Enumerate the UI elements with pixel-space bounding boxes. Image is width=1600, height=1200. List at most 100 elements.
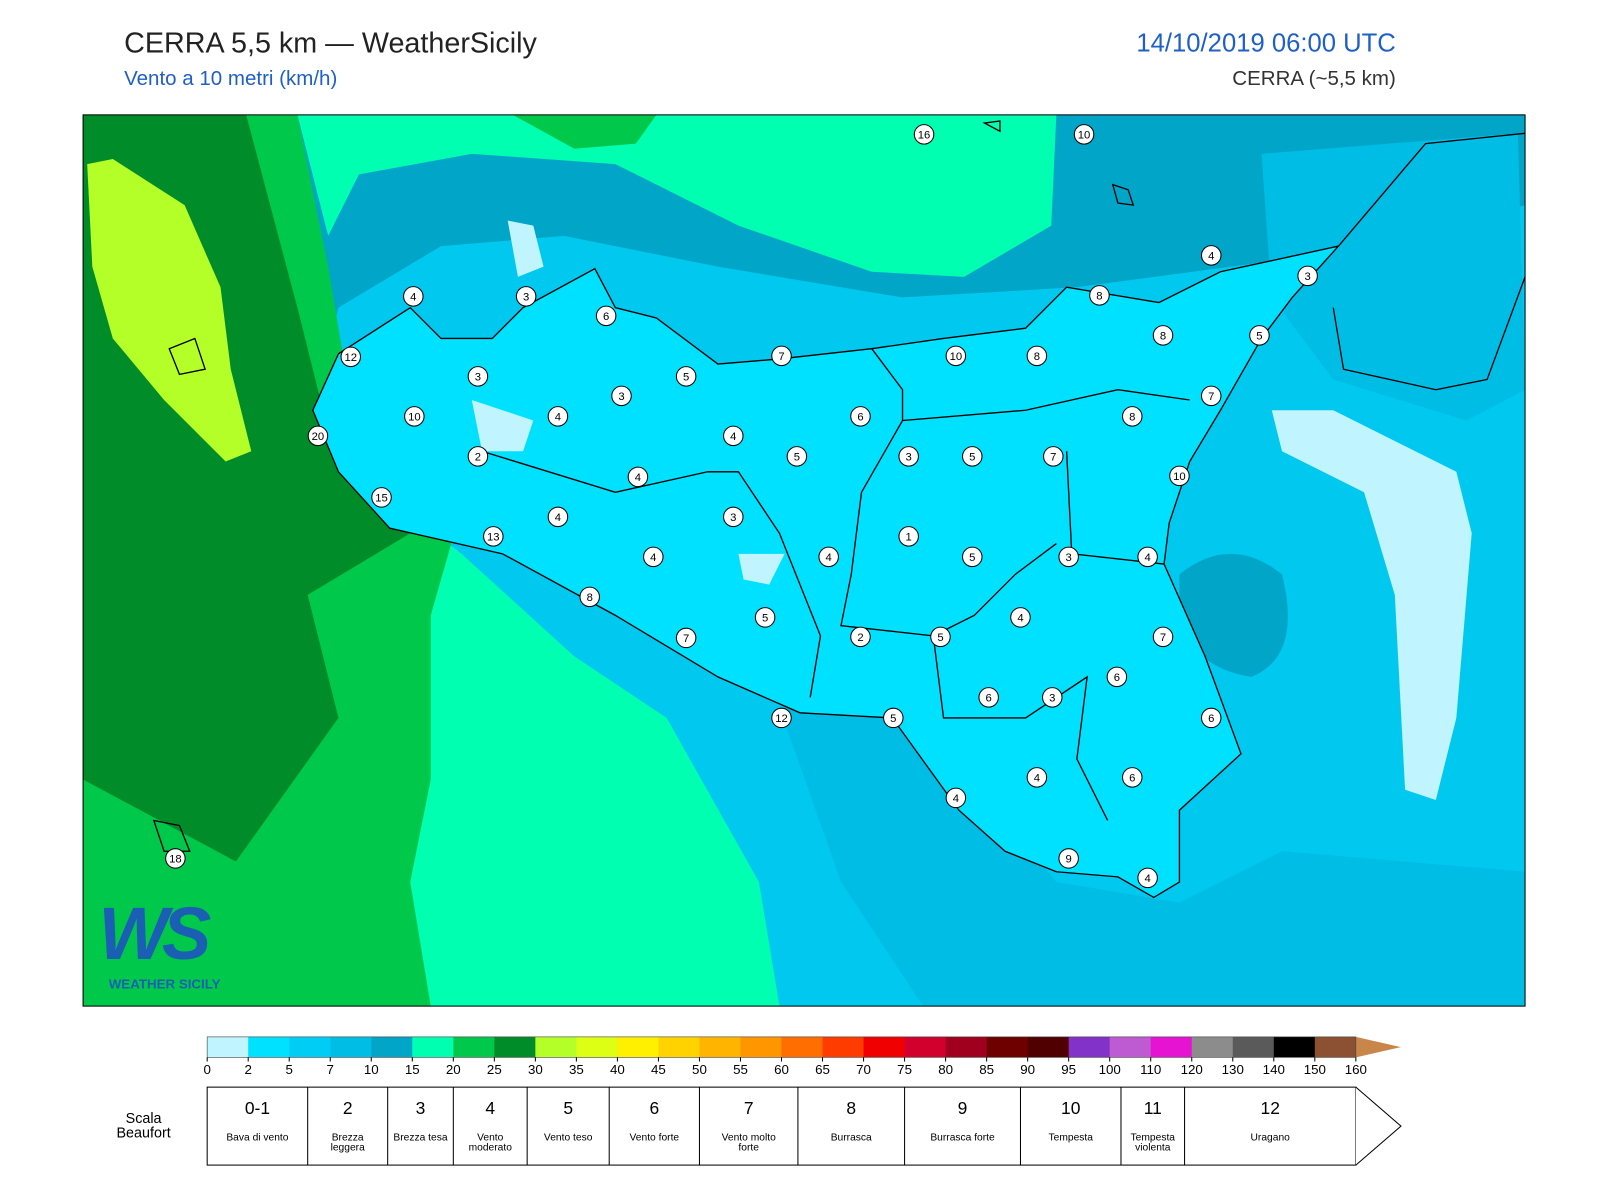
- station-marker: [754, 607, 776, 628]
- station-label: 9: [1066, 854, 1072, 866]
- station-marker: [771, 707, 792, 729]
- station-label: 8: [1129, 411, 1135, 423]
- colorbar-tick-label: 10: [364, 1062, 379, 1077]
- station-marker: [1152, 626, 1174, 648]
- beaufort-number: 7: [743, 1098, 754, 1118]
- station-marker: [675, 366, 697, 387]
- station-marker: [1249, 325, 1270, 346]
- colorbar-swatch: [1027, 1036, 1070, 1058]
- colorbar-tick-label: 0: [203, 1062, 210, 1077]
- station-marker: [723, 506, 744, 528]
- station-label: 3: [1049, 693, 1055, 705]
- colorbar-swatch: [207, 1036, 249, 1058]
- colorbar-swatch: [371, 1036, 413, 1058]
- station-label: 3: [523, 292, 529, 304]
- station-marker: [962, 546, 983, 568]
- colorbar-swatch: [494, 1036, 536, 1058]
- beaufort-number: 11: [1143, 1098, 1162, 1118]
- station-label: 4: [826, 552, 832, 564]
- colorbar-tick-label: 160: [1345, 1062, 1367, 1077]
- station-marker: [850, 406, 871, 427]
- station-marker: [1106, 666, 1128, 688]
- colorbar-swatch: [863, 1036, 906, 1058]
- colorbar-tick-label: 120: [1181, 1062, 1203, 1077]
- station-marker: [1089, 285, 1110, 306]
- colorbar-swatch: [740, 1036, 783, 1058]
- station-marker: [1043, 446, 1064, 467]
- beaufort-description: Bava di vento: [226, 1132, 289, 1144]
- station-label: 4: [1145, 873, 1151, 885]
- station-marker: [1042, 687, 1063, 708]
- colorbar-swatch: [1314, 1036, 1357, 1058]
- station-marker: [515, 286, 537, 307]
- beaufort-number: 2: [342, 1098, 353, 1118]
- station-label: 7: [683, 633, 689, 645]
- colorbar-tick-label: 40: [610, 1062, 625, 1077]
- station-marker: [547, 506, 569, 528]
- beaufort-number: 3: [415, 1098, 426, 1118]
- model: CERRA (~5,5 km): [1232, 67, 1396, 91]
- station-marker: [1026, 345, 1048, 367]
- station-marker: [978, 687, 999, 708]
- station-marker: [898, 446, 919, 467]
- station-marker: [1152, 325, 1174, 346]
- station-label: 7: [1208, 391, 1214, 403]
- colorbar-swatch: [1109, 1036, 1152, 1058]
- station-marker: [371, 487, 392, 508]
- station-label: 4: [650, 552, 656, 564]
- station-marker: [962, 446, 983, 467]
- station-marker: [340, 346, 362, 368]
- station-label: 3: [1305, 271, 1311, 283]
- station-marker: [595, 305, 617, 327]
- colorbar-swatch: [781, 1036, 824, 1058]
- colorbar-tick-label: 90: [1020, 1062, 1035, 1077]
- beaufort-description: Vento teso: [543, 1132, 593, 1144]
- station-label: 4: [730, 431, 736, 443]
- colorbar-swatch: [1150, 1036, 1193, 1058]
- station-label: 2: [857, 632, 863, 644]
- colorbar-swatch: [904, 1036, 947, 1058]
- colorbar-tick-label: 15: [405, 1062, 420, 1077]
- station-label: 4: [1017, 613, 1023, 625]
- station-marker: [1200, 385, 1222, 407]
- station-label: 12: [344, 352, 357, 364]
- station-label: 13: [487, 531, 500, 543]
- station-marker: [467, 366, 489, 387]
- station-label: 3: [730, 512, 736, 524]
- station-marker: [1122, 406, 1143, 427]
- colorbar-swatch: [658, 1036, 700, 1058]
- beaufort-title: Scala Beaufort: [116, 1109, 171, 1141]
- station-marker: [611, 385, 632, 407]
- beaufort-description: Vento forte: [629, 1132, 680, 1144]
- station-label: 4: [555, 512, 561, 524]
- station-label: 7: [1160, 632, 1166, 644]
- colorbar-tick-label: 100: [1099, 1062, 1121, 1077]
- station-marker: [883, 707, 904, 729]
- station-marker: [786, 446, 808, 467]
- colorbar-swatch: [453, 1036, 495, 1058]
- station-label: 6: [986, 693, 992, 705]
- station-marker: [945, 787, 967, 809]
- station-label: 7: [778, 351, 784, 363]
- colorbar-tick-label: 7: [327, 1062, 334, 1077]
- colorbar-tick-label: 85: [979, 1062, 994, 1077]
- subtitle: Vento a 10 metri (km/h): [124, 67, 338, 91]
- colorbar-swatch: [986, 1036, 1029, 1058]
- colorbar-tick-label: 150: [1304, 1062, 1326, 1077]
- station-marker: [675, 627, 697, 649]
- colorbar-tick-label: 55: [733, 1062, 748, 1077]
- colorbar-tick-label: 50: [692, 1062, 707, 1077]
- station-label: 3: [1066, 552, 1072, 564]
- station-label: 5: [890, 713, 896, 725]
- colorbar-swatch: [822, 1036, 865, 1058]
- station-label: 8: [1096, 290, 1102, 302]
- beaufort-description: Vento moderato: [468, 1132, 512, 1154]
- title: CERRA 5,5 km — WeatherSicily: [124, 26, 537, 59]
- station-label: 4: [953, 793, 959, 805]
- station-marker: [483, 526, 504, 547]
- station-marker: [643, 546, 664, 568]
- beaufort-number: 10: [1061, 1098, 1081, 1118]
- colorbar-swatch: [289, 1036, 331, 1058]
- colorbar-tick-label: 60: [774, 1062, 789, 1077]
